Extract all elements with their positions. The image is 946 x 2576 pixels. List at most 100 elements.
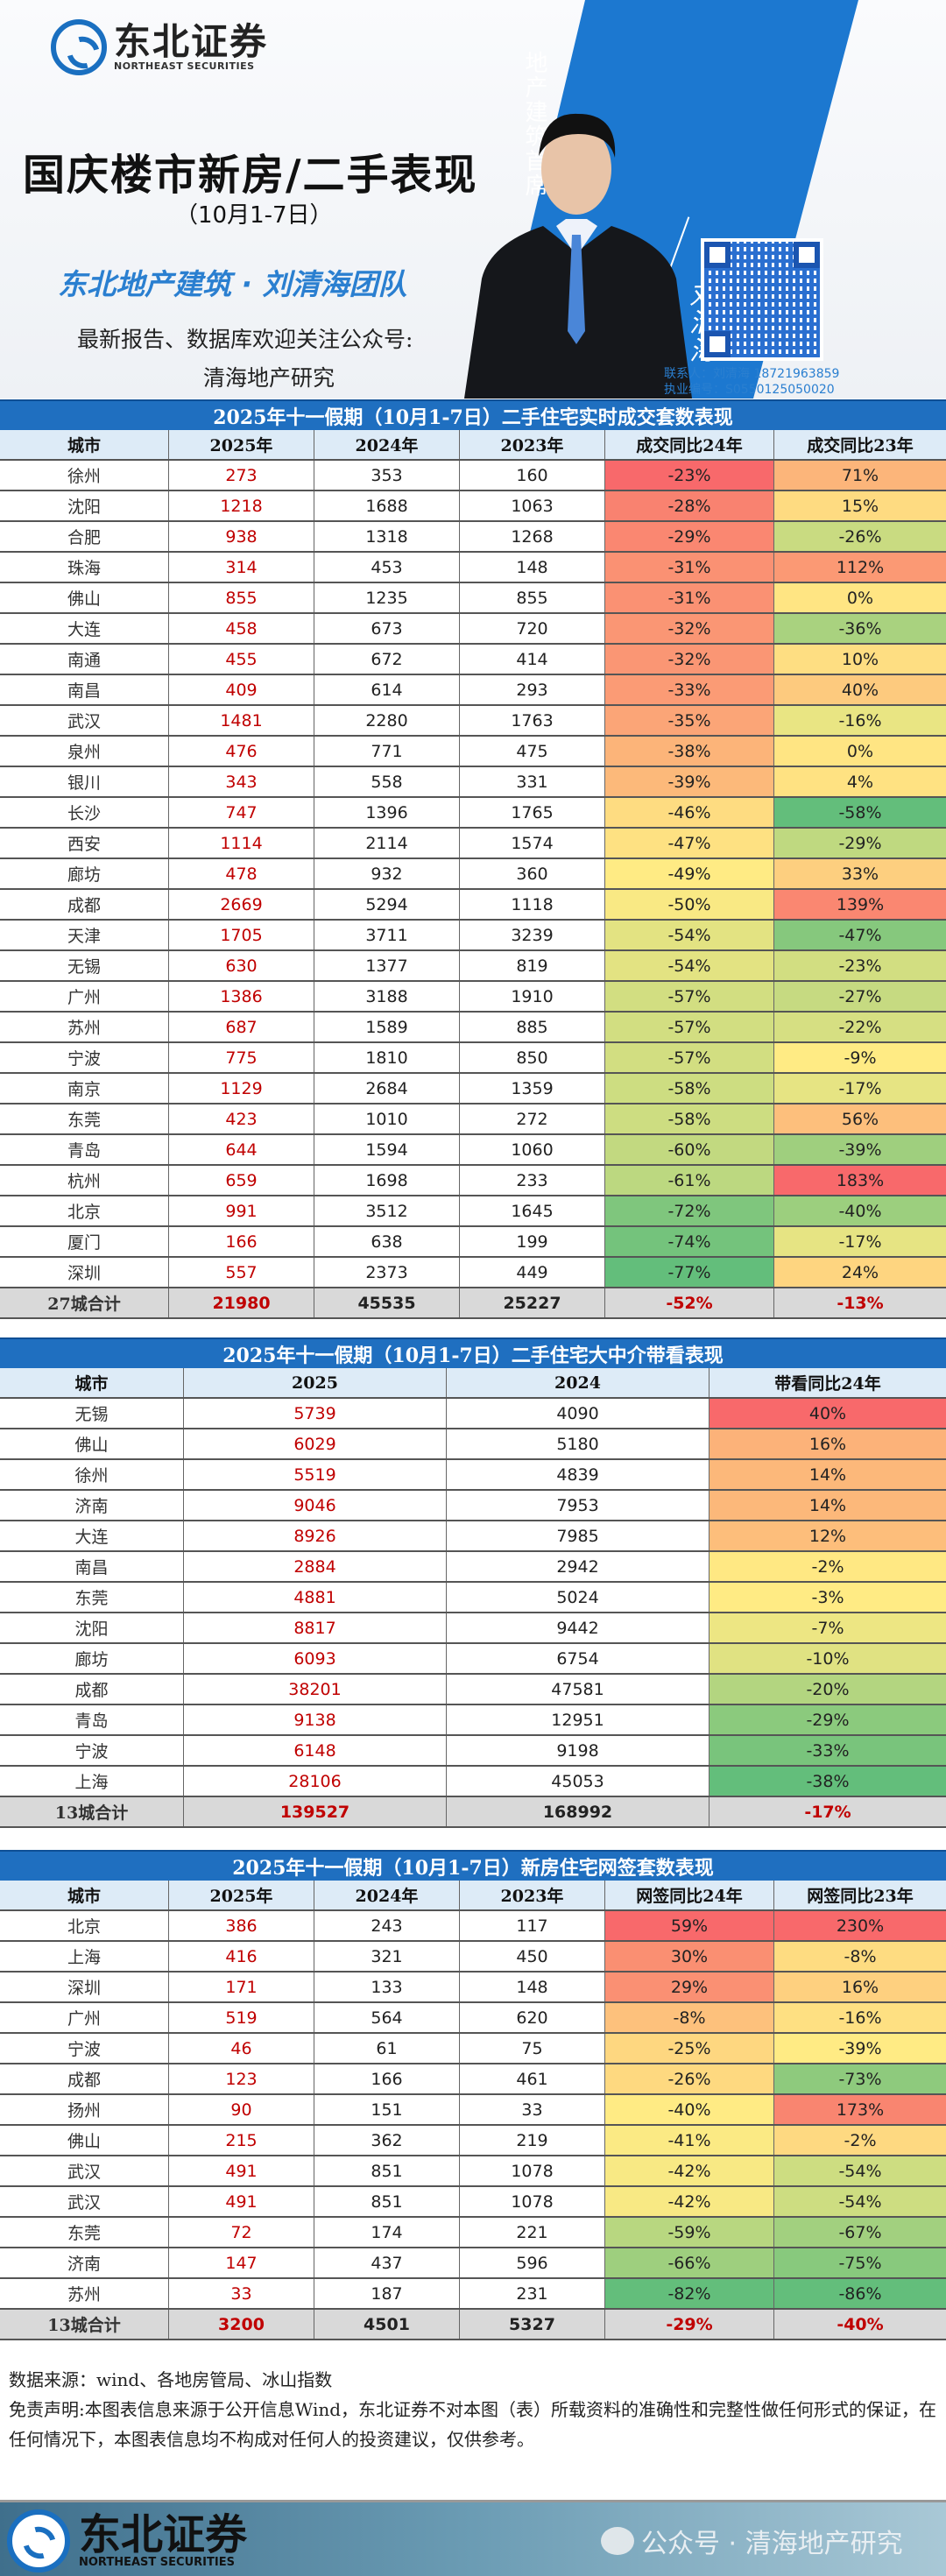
- table-row: 徐州 5519 4839 14%: [0, 1460, 946, 1491]
- table-cell: 2669: [169, 890, 314, 919]
- table-cell: -16%: [774, 706, 946, 735]
- table-cell: -33%: [605, 675, 774, 704]
- table-cell: -74%: [605, 1227, 774, 1256]
- table-cell: 0%: [774, 737, 946, 766]
- table-cell: 徐州: [0, 461, 169, 490]
- table-row: 南昌 409 614 293 -33% 40%: [0, 675, 946, 706]
- table-cell: 151: [314, 2095, 460, 2124]
- table-cell: 1645: [460, 1196, 605, 1225]
- table-cell: 40%: [710, 1399, 946, 1428]
- bottom-banner: 东北证券 NORTHEAST SECURITIES 公众号 · 清海地产研究: [0, 2500, 946, 2576]
- table-cell: -2%: [710, 1552, 946, 1581]
- table-cell: 475: [460, 737, 605, 766]
- table-cell: 1910: [460, 982, 605, 1011]
- table-row: 大连 458 673 720 -32% -36%: [0, 614, 946, 645]
- table-cell: 183%: [774, 1166, 946, 1195]
- column-header: 城市: [0, 1881, 169, 1909]
- logo-text: 东北证券: [114, 19, 269, 63]
- table-row: 东莞 4881 5024 -3%: [0, 1583, 946, 1613]
- table-cell: 2942: [447, 1552, 710, 1581]
- table-cell: 东莞: [0, 1105, 169, 1133]
- table-cell: 7985: [447, 1521, 710, 1550]
- table-cell: 33: [460, 2095, 605, 2124]
- table-cell: 6754: [447, 1644, 710, 1673]
- table-cell: -20%: [710, 1675, 946, 1704]
- table-cell: 12951: [447, 1705, 710, 1734]
- table-cell: -31%: [605, 553, 774, 582]
- table-cell: 331: [460, 767, 605, 796]
- table-cell: 75: [460, 2034, 605, 2063]
- table-cell: -40%: [605, 2095, 774, 2124]
- table-cell: 南昌: [0, 1552, 184, 1581]
- table-row: 合肥 938 1318 1268 -29% -26%: [0, 522, 946, 553]
- table-cell: 4090: [447, 1399, 710, 1428]
- table-cell: 广州: [0, 2003, 169, 2032]
- table-cell: -67%: [774, 2218, 946, 2247]
- table-cell: 1594: [314, 1135, 460, 1164]
- qr-code-icon[interactable]: [701, 238, 823, 361]
- header-banner: 东北证券 NORTHEAST SECURITIES 地产建筑首席 刘清海 国庆楼…: [0, 0, 946, 399]
- table-cell: -40%: [837, 2314, 884, 2334]
- table-row: 成都 38201 47581 -20%: [0, 1675, 946, 1705]
- table-row: 银川 343 558 331 -39% 4%: [0, 767, 946, 798]
- table-cell: 合肥: [0, 522, 169, 551]
- table-cell: -26%: [774, 522, 946, 551]
- table-cell: 638: [314, 1227, 460, 1256]
- table-cell: -17%: [774, 1227, 946, 1256]
- table-cell: 461: [460, 2064, 605, 2093]
- table-cell: 771: [314, 737, 460, 766]
- table-cell: 1114: [169, 829, 314, 857]
- table-row: 廊坊 6093 6754 -10%: [0, 1644, 946, 1675]
- table-cell: 272: [460, 1105, 605, 1133]
- table-cell: 上海: [0, 1942, 169, 1971]
- table-cell: 1574: [460, 829, 605, 857]
- table-row: 成都 2669 5294 1118 -50% 139%: [0, 890, 946, 921]
- table-cell: 1810: [314, 1043, 460, 1072]
- table-cell: -60%: [605, 1135, 774, 1164]
- table-cell: -38%: [605, 737, 774, 766]
- table-cell: 851: [314, 2187, 460, 2216]
- table-cell: 174: [314, 2218, 460, 2247]
- table-cell: 855: [460, 583, 605, 612]
- table-row: 南通 455 672 414 -32% 10%: [0, 645, 946, 675]
- table-cell: 南通: [0, 645, 169, 674]
- secondhand-transactions-table: 2025年十一假期（10月1-7日）二手住宅实时成交套数表现 城市 2025年 20…: [0, 399, 946, 1319]
- table-cell: 1060: [460, 1135, 605, 1164]
- table-cell: 117: [460, 1911, 605, 1940]
- table-cell: 5739: [184, 1399, 447, 1428]
- table-cell: 16%: [774, 1973, 946, 2001]
- table-cell: 219: [460, 2126, 605, 2155]
- table-row: 上海 28106 45053 -38%: [0, 1767, 946, 1797]
- table-cell: -29%: [605, 522, 774, 551]
- table-cell: -82%: [605, 2279, 774, 2308]
- table-cell: 武汉: [0, 2156, 169, 2185]
- wechat-account-label: 公众号 · 清海地产研究: [641, 2529, 903, 2559]
- table-cell: 成都: [0, 890, 169, 919]
- table-cell: 6148: [184, 1736, 447, 1765]
- table-cell: 123: [169, 2064, 314, 2093]
- table-cell: 5294: [314, 890, 460, 919]
- table-cell: 29%: [605, 1973, 774, 2001]
- table-cell: 1268: [460, 522, 605, 551]
- table-cell: 455: [169, 645, 314, 674]
- table-cell: -22%: [774, 1013, 946, 1041]
- table-cell: -26%: [605, 2064, 774, 2093]
- table-row: 广州 519 564 620 -8% -16%: [0, 2003, 946, 2034]
- column-header: 网签同比23年: [807, 1887, 914, 1906]
- table-cell: 16%: [710, 1429, 946, 1458]
- table-cell: 61: [314, 2034, 460, 2063]
- table-cell: 458: [169, 614, 314, 643]
- table-cell: -35%: [605, 706, 774, 735]
- table-cell: 423: [169, 1105, 314, 1133]
- table-cell: 166: [314, 2064, 460, 2093]
- table-cell: 557: [169, 1258, 314, 1287]
- table-cell: 59%: [605, 1911, 774, 1940]
- table-cell: 珠海: [0, 553, 169, 582]
- table-cell: -72%: [605, 1196, 774, 1225]
- table-cell: -66%: [605, 2248, 774, 2277]
- secondhand-viewings-table: 2025年十一假期（10月1-7日）二手住宅大中介带看表现 城市 2025 2024…: [0, 1337, 946, 1828]
- table-cell: 2684: [314, 1074, 460, 1103]
- table-cell: 扬州: [0, 2095, 169, 2124]
- column-header: 2024: [447, 1368, 710, 1397]
- table-cell: -42%: [605, 2187, 774, 2216]
